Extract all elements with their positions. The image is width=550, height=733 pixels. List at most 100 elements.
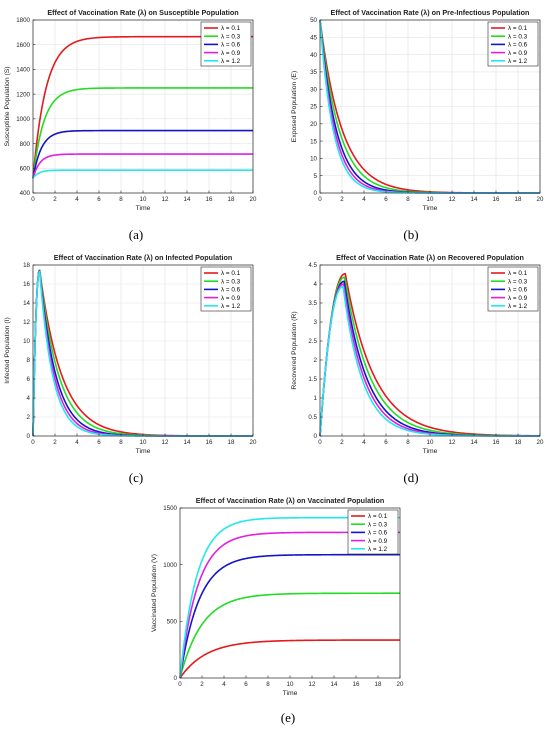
series-line-1 (179, 592, 400, 679)
legend-label-0: λ = 0.1 (221, 25, 241, 32)
y-tick-label: 4 (27, 395, 31, 402)
x-tick-label: 14 (184, 439, 191, 446)
legend-label-3: λ = 0.9 (221, 50, 241, 57)
legend-label-0: λ = 0.1 (368, 513, 388, 520)
x-tick-label: 20 (250, 439, 257, 446)
chart-title: Effect of Vaccination Rate (λ) on Suscep… (47, 8, 238, 17)
y-tick-label: 500 (167, 619, 178, 626)
y-axis-label: Vaccinated Population (V) (151, 554, 158, 632)
x-tick-label: 4 (362, 196, 366, 203)
legend-label-4: λ = 1.2 (368, 546, 388, 553)
y-tick-label: 40 (310, 52, 317, 59)
legend-label-2: λ = 0.6 (221, 42, 241, 49)
legend-label-2: λ = 0.6 (508, 287, 528, 294)
y-tick-label: 5 (314, 173, 318, 180)
x-tick-label: 8 (406, 196, 410, 203)
y-tick-label: 2 (27, 414, 31, 421)
legend-label-4: λ = 1.2 (221, 58, 241, 65)
x-tick-label: 8 (119, 439, 123, 446)
y-tick-label: 0 (174, 675, 178, 682)
chart-d-svg: 0 2 4 6 8 10 12 14 16 18 20 0 0.5 1 1.5 2 2.5 3 3.5 4 4.5 Eff… (291, 253, 544, 455)
x-tick-label: 2 (53, 196, 57, 203)
x-tick-label: 12 (449, 439, 456, 446)
x-tick-label: 8 (266, 681, 270, 688)
y-tick-label: 4.5 (308, 262, 317, 269)
x-axis-label: Time (136, 205, 151, 212)
chart-title: Effect of Vaccination Rate (λ) on Recove… (336, 253, 524, 262)
y-tick-label: 0 (314, 433, 318, 440)
y-axis-label: Exposed Population (E) (291, 71, 298, 142)
y-tick-label: 10 (23, 338, 30, 345)
x-tick-label: 0 (318, 196, 322, 203)
chart-e: 0 2 4 6 8 10 12 14 16 18 20 0 500 1000 1500 Effect of V… (150, 490, 420, 712)
series-line-3 (32, 153, 253, 179)
chart-a: 0 2 4 6 8 10 12 14 16 18 20 400 600 800 1000 1200 1400 16… (0, 0, 270, 225)
y-tick-label: 30 (310, 86, 317, 93)
x-tick-label: 18 (228, 196, 235, 203)
x-axis-label: Time (423, 448, 438, 455)
x-tick-label: 14 (471, 439, 478, 446)
x-tick-label: 12 (309, 681, 316, 688)
series-line-2 (32, 129, 253, 179)
legend-label-0: λ = 0.1 (508, 25, 528, 32)
x-tick-label: 14 (471, 196, 478, 203)
y-tick-label: 14 (23, 300, 30, 307)
x-tick-label: 12 (162, 439, 169, 446)
legend-label-1: λ = 0.3 (221, 278, 241, 285)
y-tick-label: 0.5 (308, 414, 317, 421)
y-tick-label: 1800 (16, 17, 30, 24)
x-tick-label: 14 (331, 681, 338, 688)
y-tick-label: 4 (314, 281, 318, 288)
x-tick-label: 18 (228, 439, 235, 446)
x-tick-label: 20 (397, 681, 404, 688)
x-axis-label: Time (423, 205, 438, 212)
y-tick-label: 1000 (163, 562, 177, 569)
y-tick-label: 10 (310, 156, 317, 163)
x-tick-label: 18 (515, 196, 522, 203)
chart-title: Effect of Vaccination Rate (λ) on Infect… (54, 253, 233, 262)
chart-c: 0 2 4 6 8 10 12 14 16 18 20 0 2 4 6 8 10 12 14 16 18 Effect o… (0, 245, 270, 470)
x-tick-label: 2 (53, 439, 57, 446)
y-tick-label: 6 (27, 376, 31, 383)
x-tick-label: 8 (119, 196, 123, 203)
legend-label-0: λ = 0.1 (221, 270, 241, 277)
legend-label-2: λ = 0.6 (368, 530, 388, 537)
chart-title: Effect of Vaccination Rate (λ) on Vaccin… (196, 496, 385, 505)
x-tick-label: 20 (537, 196, 544, 203)
y-tick-label: 0 (27, 433, 31, 440)
legend-label-1: λ = 0.3 (508, 278, 528, 285)
y-tick-label: 25 (310, 104, 317, 111)
x-tick-label: 14 (184, 196, 191, 203)
x-tick-label: 4 (75, 439, 79, 446)
y-tick-label: 2 (314, 357, 318, 364)
y-tick-label: 400 (20, 190, 31, 197)
y-tick-label: 18 (23, 262, 30, 269)
x-tick-label: 0 (178, 681, 182, 688)
x-tick-label: 4 (75, 196, 79, 203)
y-tick-label: 35 (310, 69, 317, 76)
x-tick-label: 8 (406, 439, 410, 446)
x-tick-label: 6 (384, 196, 388, 203)
y-tick-label: 50 (310, 17, 317, 24)
legend-label-3: λ = 0.9 (221, 295, 241, 302)
series-line-1 (32, 87, 253, 179)
chart-d: 0 2 4 6 8 10 12 14 16 18 20 0 0.5 1 1.5 2 2.5 3 3.5 4 4.5 Eff… (275, 245, 545, 470)
y-tick-label: 1.5 (308, 376, 317, 383)
legend-label-3: λ = 0.9 (368, 538, 388, 545)
legend-label-1: λ = 0.3 (368, 521, 388, 528)
y-tick-label: 3 (314, 319, 318, 326)
x-tick-label: 6 (97, 439, 101, 446)
x-tick-label: 0 (31, 196, 35, 203)
x-tick-label: 6 (97, 196, 101, 203)
y-tick-label: 12 (23, 319, 30, 326)
y-tick-label: 1200 (16, 91, 30, 98)
caption-b: (b) (403, 227, 419, 242)
x-tick-label: 10 (427, 196, 434, 203)
y-axis-label: Susceptible Population (S) (4, 66, 11, 146)
x-tick-label: 16 (206, 439, 213, 446)
series-line-0 (179, 639, 400, 679)
y-tick-label: 45 (310, 35, 317, 42)
y-tick-label: 800 (20, 141, 31, 148)
legend-label-2: λ = 0.6 (508, 42, 528, 49)
x-tick-label: 10 (140, 196, 147, 203)
